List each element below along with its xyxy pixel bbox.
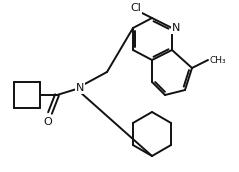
Text: O: O [44, 117, 52, 127]
Text: Cl: Cl [130, 3, 141, 13]
Text: N: N [76, 83, 84, 93]
Text: CH₃: CH₃ [210, 56, 227, 64]
Text: N: N [172, 23, 180, 33]
